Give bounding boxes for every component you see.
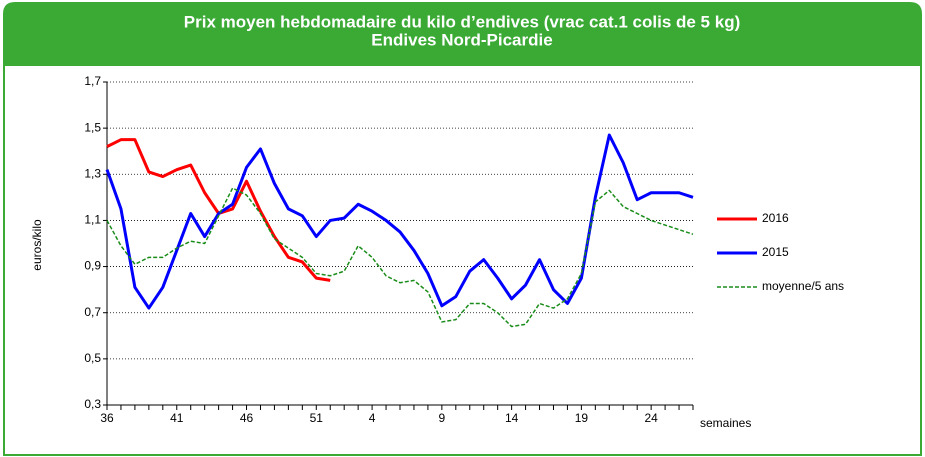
y-axis-label: euros/kilo	[30, 219, 44, 271]
y-tick-label: 0,5	[84, 351, 101, 365]
x-axis-label: semaines	[700, 416, 751, 430]
series-line	[105, 133, 694, 310]
y-tick-label: 0,9	[84, 259, 101, 273]
chart-title: Prix moyen hebdomadaire du kilo d’endive…	[184, 12, 740, 31]
chart-subtitle: Endives Nord-Picardie	[371, 30, 552, 49]
x-tick-label: 9	[439, 411, 446, 425]
x-tick-label: 24	[644, 411, 658, 425]
y-tick-label: 1,1	[84, 213, 101, 227]
x-tick-label: 4	[369, 411, 376, 425]
y-tick-label: 1,5	[84, 120, 101, 134]
x-tick-label: 19	[575, 411, 589, 425]
x-tick-label: 41	[170, 411, 184, 425]
x-tick-label: 36	[100, 411, 114, 425]
x-tick-label: 46	[240, 411, 254, 425]
y-tick-label: 0,7	[84, 305, 101, 319]
legend-label: 2015	[762, 245, 789, 259]
y-tick-label: 0,3	[84, 397, 101, 411]
legend-label: 2016	[762, 211, 789, 225]
series-line	[106, 187, 694, 328]
header	[4, 3, 921, 66]
x-tick-label: 14	[505, 411, 519, 425]
x-tick-label: 51	[310, 411, 324, 425]
frame	[3, 2, 922, 456]
legend-label: moyenne/5 ans	[762, 279, 844, 293]
y-tick-label: 1,3	[84, 166, 101, 180]
y-tick-label: 1,7	[84, 74, 101, 88]
